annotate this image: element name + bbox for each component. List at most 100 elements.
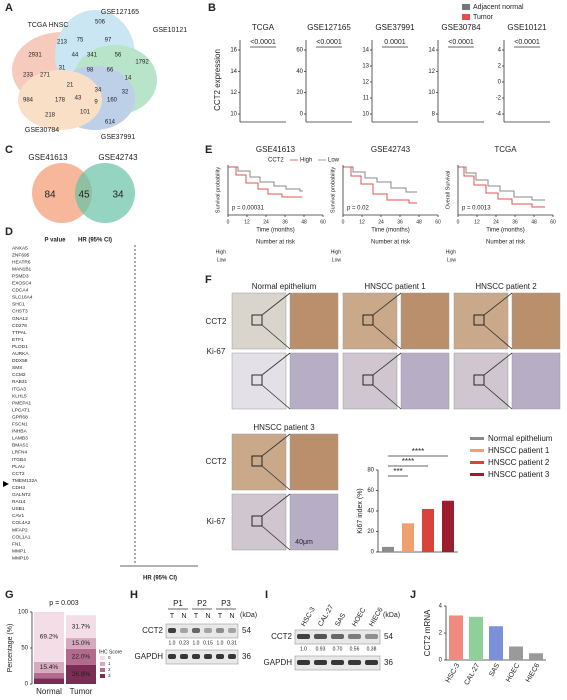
y-tick-label: 20	[367, 529, 374, 535]
bar	[469, 616, 483, 660]
set-label: GSE42743	[98, 153, 138, 162]
set-label: GSE10121	[153, 27, 187, 34]
bar-segment	[34, 612, 64, 662]
bar	[489, 626, 503, 660]
legend-label: High	[300, 158, 312, 164]
venn-count: 97	[105, 38, 112, 44]
p-value: p = 0.00031	[232, 206, 265, 212]
zoom-line	[372, 384, 402, 410]
gene-name: BMAS1	[12, 443, 29, 449]
gene-name: ETF1	[12, 337, 24, 343]
axis-title: Overall Survival	[445, 171, 451, 210]
patient-label: P1	[173, 599, 183, 608]
gene-name: GALNT2	[12, 492, 31, 498]
axis-title: HR (95% CI)	[143, 576, 177, 582]
gene-name: CAV1	[12, 513, 25, 519]
legend-swatch	[100, 662, 105, 666]
bar-segment	[66, 615, 96, 639]
micrograph	[231, 352, 287, 410]
legend-title: CCT2	[268, 158, 284, 164]
micrograph	[289, 433, 339, 491]
protein-label: CCT2	[142, 626, 163, 635]
x-tick-label: Normal	[36, 687, 62, 696]
venn-count: 21	[67, 83, 74, 89]
legend-label: Adjacent normal	[473, 4, 524, 11]
group-title: HNSCC patient 2	[475, 282, 537, 291]
band	[228, 654, 236, 659]
axis-title: CCT2 mRNA	[423, 609, 432, 656]
x-tick-label: 12	[244, 219, 250, 225]
y-tick-label: -4	[496, 112, 502, 118]
plot-title: GSE37991	[375, 23, 415, 32]
panel-letter: E	[205, 144, 212, 156]
y-tick-label: 14	[428, 48, 435, 54]
legend-swatch	[100, 668, 105, 672]
gene-name: USB1	[12, 506, 25, 512]
x-tick-label: 60	[320, 219, 326, 225]
x-tick-label: 24	[378, 219, 384, 225]
x-tick-label: 0	[457, 219, 460, 225]
size-label: 54	[242, 626, 251, 635]
gene-name: RAB31	[12, 379, 28, 385]
legend-swatch	[470, 461, 484, 464]
venn-set	[32, 163, 92, 223]
column-header: P value	[45, 238, 67, 244]
lane-label: N	[205, 613, 210, 620]
gene-name: MFAP2	[12, 527, 28, 533]
value-label: 22.0%	[72, 654, 91, 661]
micrograph	[511, 352, 561, 410]
band	[314, 634, 327, 639]
p-value: <0.0001	[316, 39, 342, 46]
venn-count: 84	[44, 190, 56, 201]
legend-label: 0	[108, 655, 111, 660]
gene-name: PMEPA1	[12, 400, 31, 406]
gene-name: TMEM132A	[12, 478, 38, 484]
stain-label: Ki-67	[207, 347, 226, 356]
legend-label: HNSCC patient 1	[488, 446, 550, 455]
gene-name: CHST3	[12, 309, 28, 315]
x-tick-label: 24	[493, 219, 499, 225]
set-label: GSE41613	[28, 153, 68, 162]
bar	[422, 508, 434, 552]
micrograph	[342, 352, 398, 410]
zoom-box	[251, 314, 263, 326]
axis-title: Ki67 index (%)	[357, 488, 364, 534]
p-value: p = 0.02	[347, 206, 370, 212]
ratio-label: 1.0	[300, 646, 307, 652]
micrograph	[342, 292, 398, 350]
micrograph	[231, 292, 287, 350]
p-value: 0.0001	[384, 39, 406, 46]
zoom-box	[251, 455, 263, 467]
zoom-box	[473, 374, 485, 386]
ratio-label: 0.31	[227, 640, 237, 646]
band	[228, 628, 236, 633]
gene-name: INHBA	[12, 429, 27, 435]
micrograph	[231, 433, 287, 491]
legend-label: HNSCC patient 3	[488, 470, 550, 479]
panel-letter: A	[5, 2, 13, 14]
band	[348, 660, 361, 665]
y-tick-label: 4	[439, 604, 443, 610]
p-value: <0.0001	[514, 39, 540, 46]
value-label: 15.0%	[72, 640, 91, 647]
y-tick-label: 13	[362, 64, 369, 70]
y-tick-label: -2	[496, 96, 502, 102]
y-tick-label: 8	[432, 112, 436, 118]
ratio-label: 0.93	[316, 646, 326, 652]
band	[314, 660, 327, 665]
y-tick-label: 12	[362, 80, 369, 86]
size-label: 36	[384, 658, 393, 667]
plot-title: TCGA	[252, 23, 275, 32]
venn-count: 32	[122, 90, 129, 96]
venn-count: 984	[23, 98, 34, 104]
y-tick-label: 14	[230, 69, 237, 75]
gene-name: CCM2	[12, 372, 26, 378]
bar	[402, 523, 414, 552]
band	[192, 654, 200, 659]
gene-name: GPR68	[12, 414, 28, 420]
plot-title: TCGA	[494, 145, 517, 154]
arrow	[3, 481, 9, 487]
legend-swatch	[470, 473, 484, 476]
venn-count: 75	[77, 38, 84, 44]
risk-title: Number at risk	[486, 240, 526, 246]
